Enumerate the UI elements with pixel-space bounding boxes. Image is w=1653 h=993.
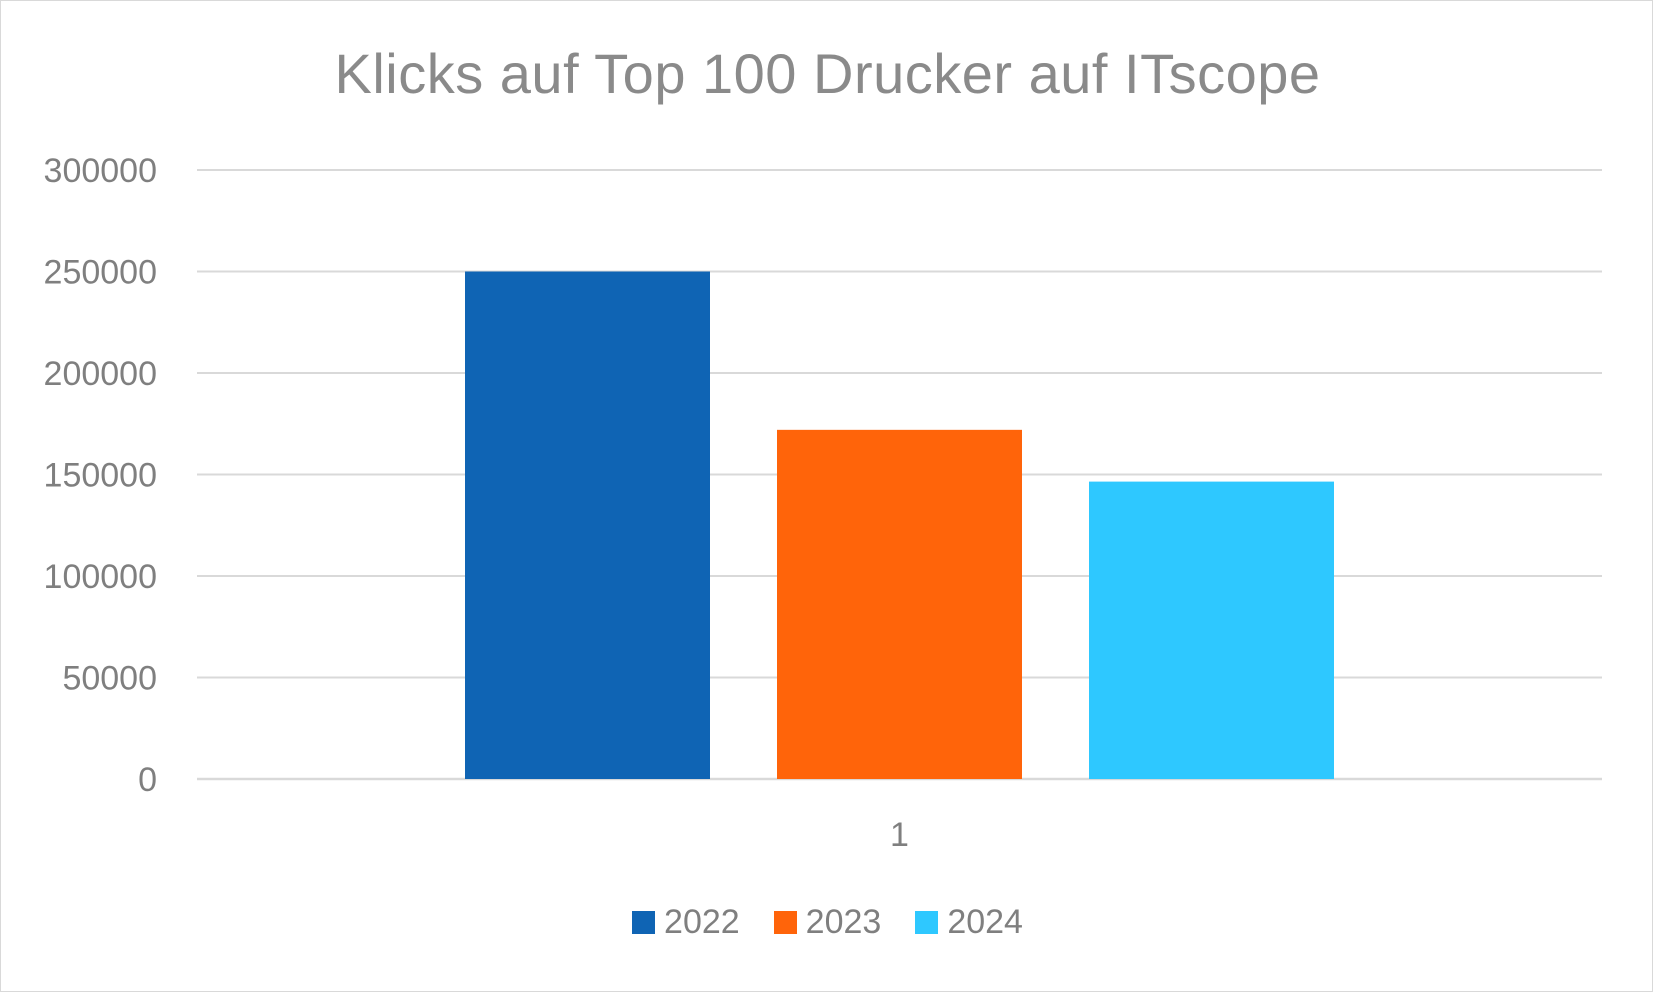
- bar-2022: [465, 271, 710, 779]
- y-tick-label: 150000: [44, 457, 157, 495]
- legend-item-2022: 2022: [632, 903, 740, 942]
- bars: [465, 271, 1334, 779]
- legend-label: 2024: [947, 903, 1023, 941]
- legend-swatch: [773, 911, 797, 934]
- y-tick-label: 0: [138, 761, 157, 799]
- y-tick-label: 50000: [62, 660, 157, 698]
- legend: 2022 2023 2024: [1, 903, 1653, 942]
- legend-item-2024: 2024: [915, 903, 1023, 942]
- legend-label: 2022: [664, 903, 740, 941]
- y-tick-label: 200000: [44, 355, 157, 393]
- x-tick-label: 1: [890, 816, 909, 854]
- bar-2024: [1089, 481, 1334, 779]
- bar-2023: [777, 429, 1022, 779]
- y-tick-label: 100000: [44, 558, 157, 596]
- chart-title: Klicks auf Top 100 Drucker auf ITscope: [334, 42, 1321, 105]
- y-axis-ticks: 0 50000 100000 150000 200000 250000 300000: [44, 152, 157, 799]
- legend-swatch: [915, 911, 939, 934]
- legend-label: 2023: [805, 903, 882, 941]
- y-tick-label: 300000: [44, 152, 157, 190]
- y-tick-label: 250000: [44, 254, 157, 292]
- legend-swatch: [632, 911, 656, 934]
- x-axis-ticks: 1: [890, 816, 909, 854]
- legend-item-2023: 2023: [773, 903, 882, 942]
